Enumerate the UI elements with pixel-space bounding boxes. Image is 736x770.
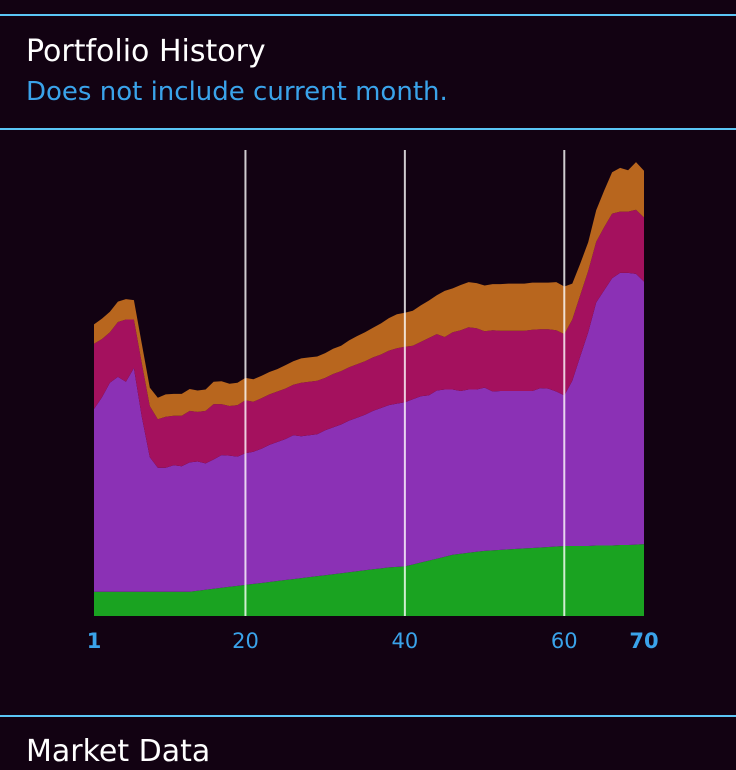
x-tick-label-70: 70 — [629, 629, 658, 653]
area-series-4 — [94, 162, 644, 420]
area-series-group — [94, 162, 644, 616]
area-series-2 — [94, 272, 644, 592]
x-axis-ticks: 1 20 40 60 70 — [87, 629, 659, 653]
x-tick-label-1: 1 — [87, 629, 102, 653]
x-tick-label-60: 60 — [551, 629, 578, 653]
area-series-1 — [94, 544, 644, 616]
section-divider — [0, 715, 736, 717]
header-divider — [0, 128, 736, 130]
section-title: Portfolio History — [26, 34, 266, 69]
top-divider — [0, 14, 736, 16]
area-series-3 — [94, 209, 644, 468]
next-section-title: Market Data — [26, 734, 211, 769]
x-tick-label-20: 20 — [232, 629, 259, 653]
portfolio-history-chart: 1 20 40 60 70 — [87, 150, 659, 653]
x-tick-label-40: 40 — [392, 629, 419, 653]
marker-lines-group — [244, 150, 566, 616]
section-subtitle: Does not include current month. — [26, 77, 448, 107]
